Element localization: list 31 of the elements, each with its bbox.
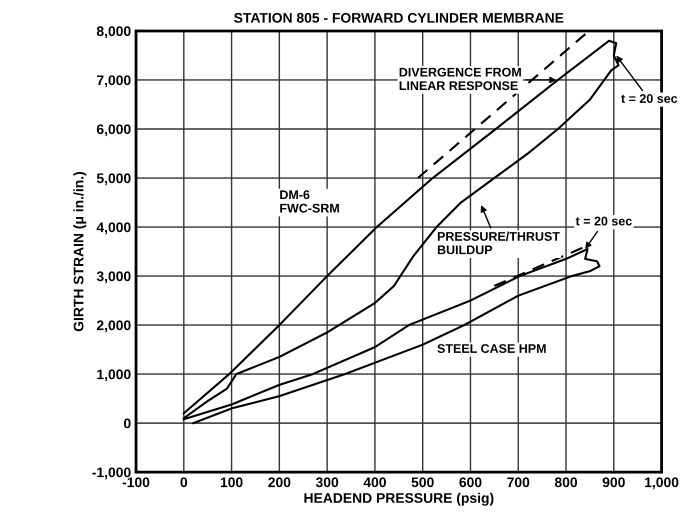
y-tick-label: 6,000 xyxy=(96,124,131,136)
x-tick-label: 600 xyxy=(459,477,482,488)
x-tick-label: 200 xyxy=(268,477,290,488)
chart-title: STATION 805 - FORWARD CYLINDER MEMBRANE xyxy=(234,12,564,23)
x-tick-label: 1,000 xyxy=(645,477,678,490)
x-tick-label: 0 xyxy=(180,477,188,488)
annotation: t = 20 sec xyxy=(576,216,632,226)
y-tick-label: 2,000 xyxy=(96,320,131,332)
x-tick-label: -100 xyxy=(122,477,150,488)
y-tick-label: 0 xyxy=(124,418,131,428)
annotation: DM-6 FWC-SRM xyxy=(280,190,339,213)
y-tick-label: 3,000 xyxy=(96,271,131,284)
y-tick-label: 8,000 xyxy=(96,26,131,38)
x-tick-label: 900 xyxy=(602,477,625,488)
annotation: PRESSURE/THRUST BUILDUP xyxy=(438,232,560,254)
x-tick-label: 300 xyxy=(316,477,338,488)
x-tick-label: 700 xyxy=(507,477,530,488)
y-tick-label: -1,000 xyxy=(92,467,131,480)
x-tick-label: 800 xyxy=(554,477,578,488)
y-axis-title: GIRTH STRAIN (μ in./in.) xyxy=(73,172,86,332)
y-tick-label: 1,000 xyxy=(97,369,131,382)
x-tick-label: 400 xyxy=(364,477,386,488)
y-tick-label: 7,000 xyxy=(97,75,131,88)
y-tick-label: 5,000 xyxy=(96,173,131,186)
x-tick-label: 500 xyxy=(412,477,434,488)
x-tick-label: 100 xyxy=(220,477,243,488)
x-axis-title: HEADEND PRESSURE (psig) xyxy=(304,492,494,506)
annotation: STEEL CASE HPM xyxy=(437,344,546,353)
y-tick-label: 4,000 xyxy=(96,222,131,234)
annotation: DIVERGENCE FROM LINEAR RESPONSE xyxy=(400,68,521,90)
annotation: t = 20 sec xyxy=(621,94,678,103)
